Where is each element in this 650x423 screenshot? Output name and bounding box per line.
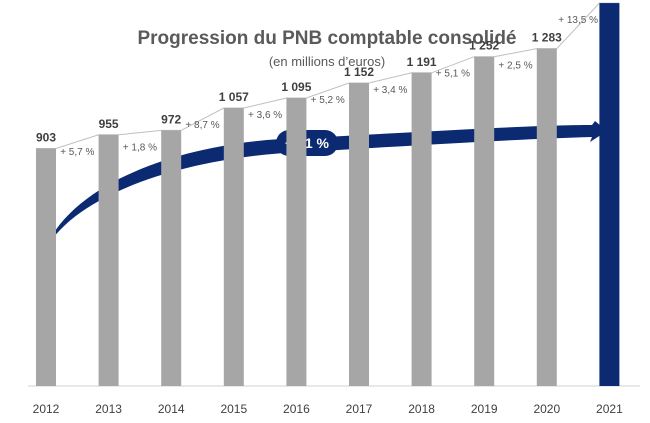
bar-2016 <box>286 98 307 386</box>
chart-subtitle: (en millions d’euros) <box>269 54 385 69</box>
x-tick-2017: 2017 <box>346 402 373 416</box>
growth-label-2019: + 5,1 % <box>436 69 470 80</box>
x-tick-2020: 2020 <box>533 402 560 416</box>
bar-2013 <box>98 134 119 386</box>
bar-2020 <box>536 48 557 386</box>
labels-group: 903 2012 + 5,7 % 955 2013 + 1,8 % 972 2014 + 8,7… <box>33 15 623 416</box>
growth-label-2013: + 5,7 % <box>60 147 94 158</box>
value-label-2016: 1 095 <box>281 80 311 94</box>
x-tick-2019: 2019 <box>471 402 498 416</box>
growth-badge: + 61 % <box>276 130 338 156</box>
growth-label-2018: + 3,4 % <box>373 85 407 96</box>
value-label-2019: 1 252 <box>469 39 499 53</box>
value-label-2014: 972 <box>161 112 181 126</box>
x-tick-2012: 2012 <box>33 402 60 416</box>
bars-group <box>36 3 620 387</box>
growth-label-2020: + 2,5 % <box>498 61 532 72</box>
x-tick-2021: 2021 <box>596 402 623 416</box>
value-label-2017: 1 152 <box>344 65 374 79</box>
value-label-2012: 903 <box>36 131 56 145</box>
value-label-2018: 1 191 <box>407 55 437 69</box>
x-tick-2016: 2016 <box>283 402 310 416</box>
x-tick-2018: 2018 <box>408 402 435 416</box>
growth-label-2016: + 3,6 % <box>248 110 282 121</box>
chart-title: Progression du PNB comptable consolidé <box>137 28 516 49</box>
growth-label-2014: + 1,8 % <box>123 142 157 153</box>
bar-2015 <box>223 108 244 386</box>
growth-label-2021: + 13,5 % <box>558 15 598 26</box>
value-label-2020: 1 283 <box>532 31 562 45</box>
bar-2018 <box>411 72 432 387</box>
bar-2019 <box>474 56 495 386</box>
bar-2012 <box>36 148 56 386</box>
x-tick-2013: 2013 <box>95 402 122 416</box>
bar-2017 <box>349 83 369 386</box>
connector-line <box>36 2 620 149</box>
x-tick-2015: 2015 <box>220 402 247 416</box>
x-tick-2014: 2014 <box>158 402 185 416</box>
growth-label-2015: + 8,7 % <box>185 120 219 131</box>
bar-2021 <box>599 3 620 386</box>
value-label-2015: 1 057 <box>219 90 249 104</box>
bar-2014 <box>161 130 182 386</box>
value-label-2013: 955 <box>99 117 119 131</box>
growth-label-2017: + 5,2 % <box>311 95 345 106</box>
